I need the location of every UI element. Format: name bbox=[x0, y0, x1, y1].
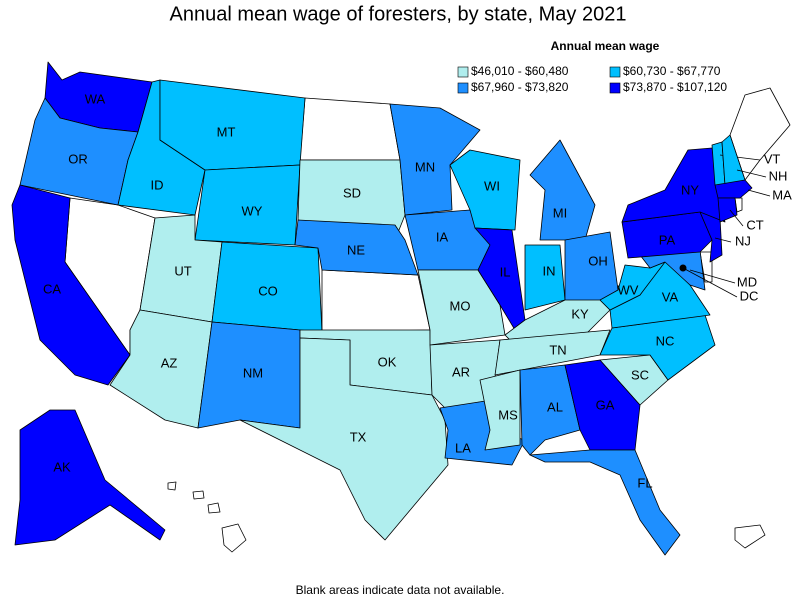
state-label: MS bbox=[498, 407, 518, 422]
state-blank bbox=[192, 490, 205, 500]
state-label: CA bbox=[43, 281, 61, 296]
state-label: CT bbox=[746, 217, 763, 232]
state-blank bbox=[734, 524, 766, 549]
leader-line bbox=[714, 237, 732, 243]
legend-label: $46,010 - $60,480 bbox=[471, 64, 569, 78]
state-label: NY bbox=[681, 182, 699, 197]
state-label: AZ bbox=[161, 355, 178, 370]
legend: $46,010 - $60,480 $60,730 - $67,770 $67,96… bbox=[457, 64, 727, 94]
legend-swatch bbox=[457, 82, 469, 94]
legend-label: $73,870 - $107,120 bbox=[623, 80, 727, 94]
state-blank bbox=[221, 523, 247, 553]
state-blank bbox=[167, 481, 177, 491]
state-label: DC bbox=[740, 288, 759, 303]
state-label: FL bbox=[637, 475, 652, 490]
state-label: NM bbox=[243, 365, 263, 380]
state bbox=[297, 159, 406, 241]
state-label: TN bbox=[549, 342, 566, 357]
state-label: IL bbox=[500, 264, 511, 279]
state bbox=[449, 149, 521, 231]
state-label: NE bbox=[347, 242, 365, 257]
legend-swatch bbox=[609, 82, 621, 94]
state-label: AR bbox=[452, 364, 470, 379]
state-label: GA bbox=[596, 397, 615, 412]
state-label: AL bbox=[547, 399, 563, 414]
state-label: CO bbox=[258, 283, 278, 298]
state-label: MT bbox=[217, 124, 236, 139]
legend-swatch bbox=[457, 66, 469, 78]
leader-line bbox=[689, 269, 736, 284]
state-label: VA bbox=[662, 289, 679, 304]
state bbox=[529, 449, 681, 556]
state bbox=[621, 147, 726, 223]
leader-line bbox=[682, 267, 738, 298]
state bbox=[529, 139, 596, 241]
state-label: OK bbox=[378, 354, 397, 369]
state-label: KY bbox=[571, 306, 589, 321]
state bbox=[474, 227, 526, 331]
state-label: MO bbox=[450, 298, 471, 313]
note: Blank areas indicate data not available. bbox=[296, 583, 505, 597]
leader-line bbox=[736, 169, 767, 178]
state-label: WY bbox=[242, 203, 263, 218]
title: Annual mean wage of foresters, by state,… bbox=[170, 3, 627, 25]
state bbox=[714, 179, 753, 199]
state-label: WV bbox=[618, 282, 639, 297]
state bbox=[479, 369, 521, 451]
state-label: LA bbox=[455, 440, 471, 455]
state-blank bbox=[299, 97, 401, 161]
leader-line bbox=[747, 189, 771, 197]
state bbox=[14, 409, 166, 546]
legend-label: $60,730 - $67,770 bbox=[623, 64, 721, 78]
state-blank bbox=[321, 269, 431, 333]
state-label: AK bbox=[53, 459, 71, 474]
state-label: MA bbox=[772, 187, 792, 202]
state-label: SC bbox=[631, 367, 649, 382]
legend-swatch bbox=[609, 66, 621, 78]
state-label: WA bbox=[85, 91, 106, 106]
state bbox=[717, 197, 738, 223]
states: WA OR CA ID MT WY UT AZ CO NM SD NE OK TX MN IA MO AR LA WI… bbox=[11, 61, 792, 556]
state-label: MI bbox=[553, 205, 567, 220]
state bbox=[11, 184, 131, 386]
blank-states bbox=[64, 87, 791, 553]
state-blank bbox=[207, 502, 221, 514]
state-label: TX bbox=[350, 429, 367, 444]
state-label: OH bbox=[588, 253, 608, 268]
state-label: NH bbox=[769, 168, 788, 183]
state-label: ID bbox=[151, 177, 164, 192]
state-blank bbox=[699, 251, 713, 283]
state-label: VT bbox=[764, 151, 781, 166]
state-label: OR bbox=[68, 151, 88, 166]
state-label: UT bbox=[174, 263, 191, 278]
state-label: IA bbox=[436, 229, 449, 244]
state bbox=[294, 219, 419, 276]
legend-title: Annual mean wage bbox=[551, 39, 660, 53]
legend-label: $67,960 - $73,820 bbox=[471, 80, 569, 94]
leader-line bbox=[729, 209, 744, 227]
state bbox=[239, 337, 449, 541]
state-label: MN bbox=[415, 159, 435, 174]
state-label: SD bbox=[343, 185, 361, 200]
state-label: IN bbox=[543, 263, 556, 278]
state bbox=[389, 103, 481, 216]
state-label: NJ bbox=[735, 233, 751, 248]
state-label: NC bbox=[656, 333, 675, 348]
state-label: WI bbox=[484, 178, 500, 193]
state-label: PA bbox=[659, 232, 676, 247]
state-label: MD bbox=[737, 274, 757, 289]
